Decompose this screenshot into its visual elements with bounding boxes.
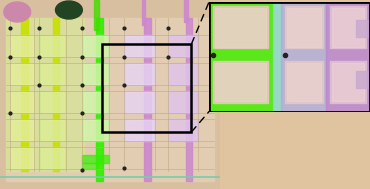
Bar: [273, 2, 281, 112]
Ellipse shape: [4, 2, 31, 22]
Bar: [169, 36, 196, 56]
Bar: [10, 147, 34, 169]
Bar: [213, 61, 268, 103]
Bar: [10, 119, 34, 141]
Bar: [124, 91, 155, 113]
Bar: [285, 61, 323, 103]
Bar: [285, 6, 323, 49]
Bar: [330, 61, 366, 103]
Bar: [142, 0, 145, 25]
Bar: [209, 2, 273, 112]
Bar: [21, 18, 28, 171]
Bar: [124, 35, 155, 57]
Bar: [41, 92, 64, 112]
Bar: [168, 91, 198, 113]
Bar: [6, 18, 84, 171]
Bar: [84, 64, 107, 84]
Bar: [11, 148, 33, 168]
Bar: [10, 63, 34, 85]
Bar: [126, 92, 153, 112]
Bar: [94, 0, 98, 30]
Bar: [287, 63, 321, 101]
Bar: [144, 18, 151, 181]
Bar: [126, 120, 153, 140]
Bar: [332, 63, 364, 101]
Bar: [215, 63, 266, 101]
Bar: [39, 147, 66, 169]
Bar: [11, 92, 33, 112]
Bar: [84, 120, 107, 140]
Bar: [287, 8, 321, 47]
Bar: [84, 36, 107, 56]
Bar: [82, 155, 109, 163]
Bar: [41, 120, 64, 140]
Bar: [326, 2, 370, 112]
Bar: [169, 64, 196, 84]
Bar: [11, 120, 33, 140]
Bar: [10, 91, 34, 113]
Bar: [168, 35, 198, 57]
Bar: [82, 119, 109, 141]
Bar: [39, 35, 66, 57]
Bar: [82, 63, 109, 85]
Bar: [186, 18, 192, 181]
Bar: [168, 63, 198, 85]
Bar: [124, 119, 155, 141]
Bar: [82, 35, 109, 57]
Bar: [213, 6, 268, 49]
Bar: [102, 44, 191, 132]
Bar: [6, 18, 214, 181]
Bar: [41, 64, 64, 84]
Bar: [41, 148, 64, 168]
Bar: [169, 120, 196, 140]
Bar: [124, 63, 155, 85]
Bar: [82, 91, 109, 113]
Bar: [84, 92, 107, 112]
Bar: [10, 35, 34, 57]
Bar: [41, 36, 64, 56]
Bar: [330, 6, 366, 49]
Bar: [169, 92, 196, 112]
Ellipse shape: [56, 1, 82, 19]
Bar: [356, 71, 369, 88]
Bar: [332, 8, 364, 47]
Bar: [168, 119, 198, 141]
Bar: [39, 119, 66, 141]
Bar: [11, 64, 33, 84]
Bar: [53, 18, 59, 171]
Bar: [39, 63, 66, 85]
Bar: [39, 91, 66, 113]
Bar: [82, 163, 98, 169]
Bar: [215, 8, 266, 47]
Bar: [96, 18, 103, 181]
Bar: [126, 64, 153, 84]
Bar: [281, 2, 326, 112]
Bar: [126, 36, 153, 56]
Bar: [11, 36, 33, 56]
Bar: [356, 20, 369, 37]
Bar: [184, 0, 188, 22]
